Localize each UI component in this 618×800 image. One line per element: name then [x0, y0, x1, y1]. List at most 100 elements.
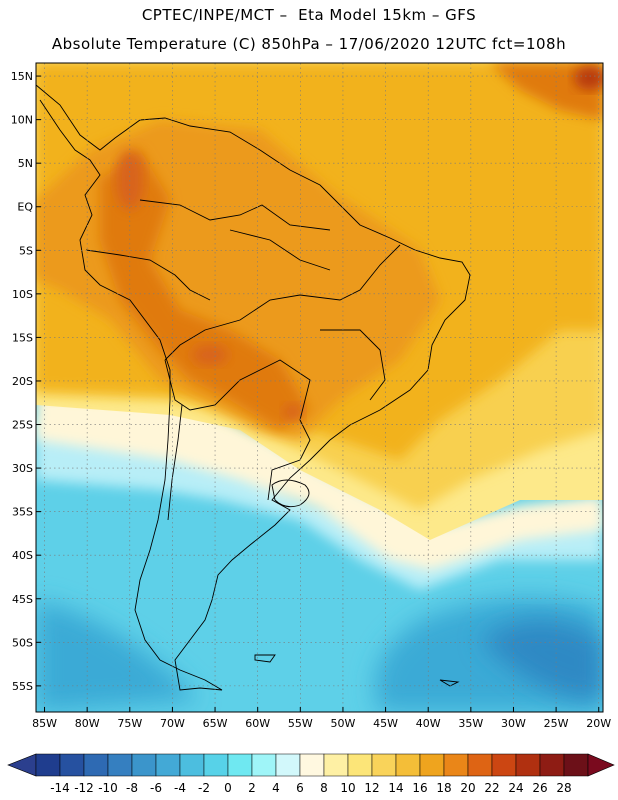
colorbar-swatch: [275, 753, 301, 777]
map-title-line2: Absolute Temperature (C) 850hPa – 17/06/…: [51, 35, 567, 53]
lat-tick-label: 40S: [12, 549, 33, 562]
lat-axis: 15N 10N 5N EQ 5S 10S 15S 20S 25S 30S 35S 40S 45S 50S 5…: [11, 70, 41, 693]
colorbar-swatch: [539, 753, 565, 777]
lon-tick-label: 65W: [203, 717, 228, 730]
lat-tick-label: 15S: [12, 331, 33, 344]
colorbar-swatch: [563, 753, 589, 777]
colorbar-swatch: [131, 753, 157, 777]
border-bolivia-paraguay: [164, 359, 311, 421]
lat-tick-label: EQ: [17, 201, 33, 214]
coastline-south-america: [36, 84, 471, 691]
colorbar-swatch: [83, 753, 109, 777]
lat-tick-label: 5N: [18, 157, 33, 170]
map-title-line1: CPTEC/INPE/MCT – Eta Model 15km – GFS: [141, 6, 477, 24]
colorbar-swatch: [59, 753, 85, 777]
field-ocean-deep: [36, 597, 603, 712]
lon-tick-label: 85W: [32, 717, 57, 730]
colorbar-high-arrow: [587, 753, 615, 777]
lon-tick-label: 75W: [117, 717, 142, 730]
colorbar-label: -14: [50, 781, 70, 795]
lat-tick-label: 10N: [11, 114, 33, 127]
field-ocean-deepest: [480, 620, 603, 700]
colorbar-label: -2: [198, 781, 210, 795]
colorbar-label: 16: [412, 781, 427, 795]
lat-tick-label: 15N: [11, 70, 33, 83]
falkland-islands: [254, 654, 276, 663]
lat-tick-label: 50S: [12, 636, 33, 649]
colorbar-label: -4: [174, 781, 186, 795]
border-north: [139, 199, 331, 231]
border-brazil-west: [164, 244, 401, 361]
colorbar-label: -8: [126, 781, 138, 795]
lon-tick-label: 25W: [544, 717, 569, 730]
lon-tick-label: 35W: [458, 717, 483, 730]
colorbar-swatch: [107, 753, 133, 777]
colorbar-swatch: [251, 753, 277, 777]
map-frame: [35, 62, 604, 713]
colorbar-swatch: [323, 753, 349, 777]
colorbar-label: 0: [224, 781, 232, 795]
field-warm-spot-parana: [283, 404, 303, 420]
colorbar-swatch: [419, 753, 445, 777]
border-peru: [85, 249, 211, 301]
colorbar-swatch: [299, 753, 325, 777]
border-chile-argentina: [167, 404, 183, 521]
border-brazil-states: [320, 329, 386, 401]
colorbar: -14 -12 -10 -8 -6 -4 -2 0 2 4 6 8 10 12 14 16 18 20 22 24 26…: [7, 753, 615, 795]
lon-tick-label: 55W: [288, 717, 313, 730]
graticule: [36, 63, 603, 712]
border-argentina-brazil: [267, 419, 311, 501]
colorbar-swatch: [155, 753, 181, 777]
lon-tick-label: 50W: [331, 717, 356, 730]
colorbar-swatch: [395, 753, 421, 777]
lon-tick-label: 30W: [501, 717, 526, 730]
colorbar-swatch: [371, 753, 397, 777]
lon-tick-label: 70W: [160, 717, 185, 730]
colorbar-swatch: [347, 753, 373, 777]
colorbar-label: -12: [74, 781, 94, 795]
lon-axis: 85W 80W 75W 70W 65W 60W 55W 50W 45W 40W 35W 30W 25W 2…: [32, 707, 611, 730]
colorbar-label: 10: [340, 781, 355, 795]
lat-tick-label: 35S: [12, 506, 33, 519]
colorbar-label: 22: [484, 781, 499, 795]
lat-tick-label: 30S: [12, 462, 33, 475]
lon-tick-label: 80W: [75, 717, 100, 730]
colorbar-label: -10: [98, 781, 118, 795]
colorbar-label: 8: [320, 781, 328, 795]
political-borders: [36, 84, 471, 691]
lon-tick-label: 40W: [416, 717, 441, 730]
border-uruguay: [271, 479, 310, 508]
colorbar-label: 14: [388, 781, 403, 795]
colorbar-swatch: [515, 753, 541, 777]
colorbar-label: 26: [532, 781, 547, 795]
colorbar-swatch: [203, 753, 229, 777]
lon-tick-label: 60W: [245, 717, 270, 730]
colorbar-low-arrow: [7, 753, 37, 777]
colorbar-swatch: [179, 753, 205, 777]
colorbar-swatch: [491, 753, 517, 777]
field-warm-spot-pantanal: [192, 345, 228, 365]
colorbar-swatch: [443, 753, 469, 777]
colorbar-swatch: [467, 753, 493, 777]
colorbar-label: 2: [248, 781, 256, 795]
south-georgia: [439, 679, 460, 687]
field-hot-spot-ne: [574, 66, 603, 90]
lat-tick-label: 45S: [12, 593, 33, 606]
lat-tick-label: 10S: [12, 288, 33, 301]
colorbar-label: 28: [556, 781, 571, 795]
colorbar-label: 4: [272, 781, 280, 795]
colorbar-label: 12: [364, 781, 379, 795]
lat-tick-label: 55S: [12, 680, 33, 693]
colorbar-label: 18: [436, 781, 451, 795]
lat-tick-label: 20S: [12, 375, 33, 388]
colorbar-label: 20: [460, 781, 475, 795]
colorbar-label: 24: [508, 781, 523, 795]
colorbar-label: 6: [296, 781, 304, 795]
temperature-field: [36, 63, 603, 712]
lat-tick-label: 5S: [19, 244, 33, 257]
colorbar-swatch: [227, 753, 253, 777]
lon-tick-label: 45W: [373, 717, 398, 730]
lon-tick-label: 20W: [586, 717, 611, 730]
colorbar-swatch: [35, 753, 61, 777]
